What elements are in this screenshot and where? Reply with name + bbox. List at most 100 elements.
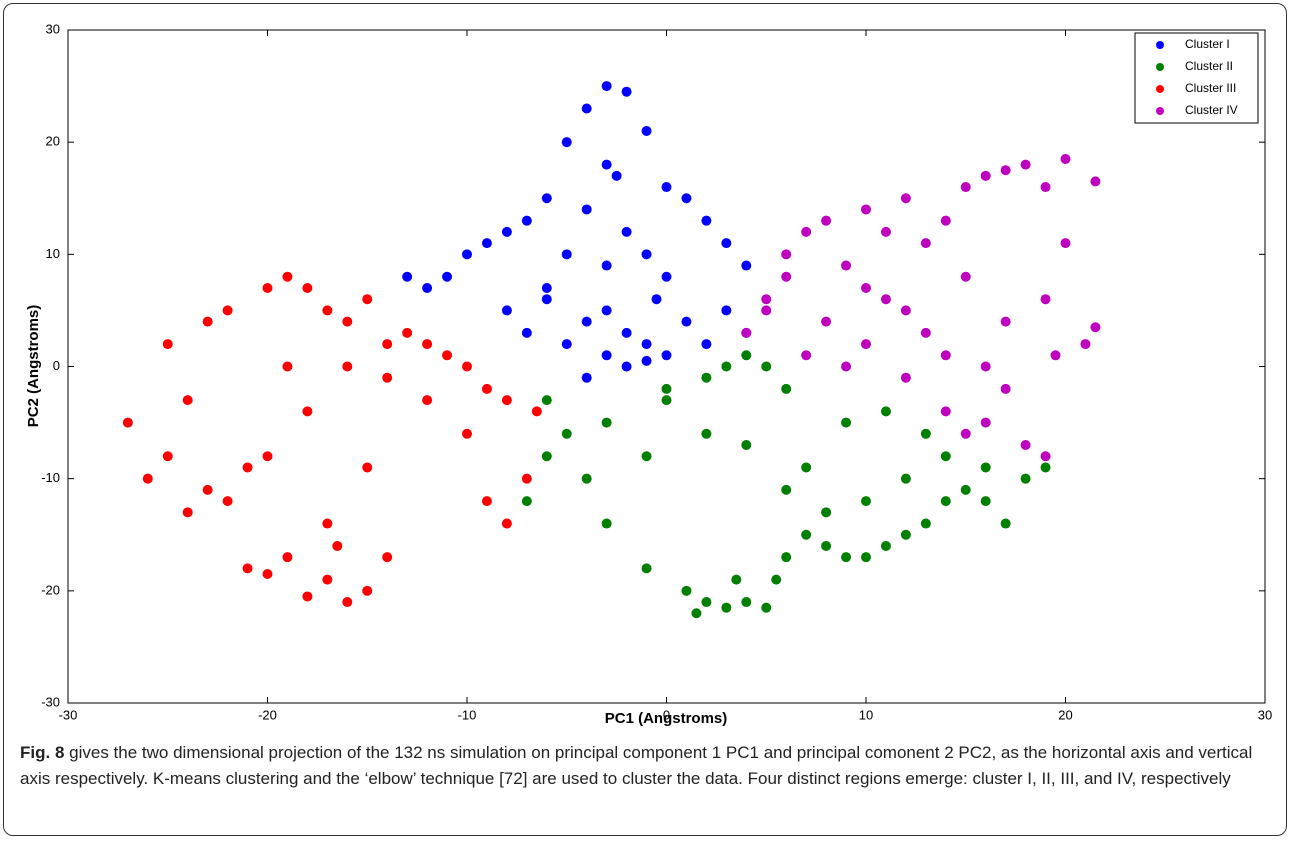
scatter-point (142, 473, 153, 484)
scatter-point (262, 451, 273, 462)
scatter-point (122, 417, 133, 428)
y-axis-label: PC2 (Angstroms) (25, 305, 42, 428)
x-tick-label: 0 (663, 707, 670, 722)
scatter-point (801, 529, 812, 540)
scatter-point (521, 327, 532, 338)
scatter-point (402, 327, 413, 338)
scatter-point (1020, 440, 1031, 451)
scatter-point (721, 361, 732, 372)
scatter-point (980, 417, 991, 428)
scatter-point (621, 361, 632, 372)
scatter-point (861, 204, 871, 215)
scatter-point (501, 305, 512, 316)
scatter-point (581, 473, 592, 484)
x-tick-label: -30 (59, 707, 78, 722)
scatter-point (841, 552, 852, 563)
scatter-point (262, 569, 273, 580)
scatter-point (1040, 451, 1051, 462)
y-tick-label: 10 (46, 246, 60, 261)
legend-box (1134, 32, 1259, 124)
scatter-point (691, 608, 702, 619)
scatter-point (1050, 350, 1061, 361)
scatter-point (781, 552, 792, 563)
scatter-point (1040, 182, 1051, 193)
y-tick-label: 0 (53, 358, 60, 373)
scatter-point (1060, 153, 1071, 164)
scatter-point (541, 294, 552, 305)
scatter-point (1000, 316, 1011, 327)
scatter-point (761, 602, 772, 613)
scatter-point (721, 305, 732, 316)
scatter-point (601, 518, 612, 529)
scatter-point (202, 484, 213, 495)
y-tick-label: -20 (41, 582, 60, 597)
scatter-point (661, 383, 672, 394)
scatter-point (402, 271, 413, 282)
scatter-point (501, 518, 512, 529)
legend-marker (1156, 41, 1164, 49)
scatter-point (362, 585, 373, 596)
legend-label: Cluster IV (1185, 103, 1238, 117)
scatter-point (940, 496, 951, 507)
scatter-point (651, 294, 662, 305)
scatter-point (1080, 339, 1091, 350)
x-tick-label: 30 (1258, 707, 1272, 722)
scatter-point (761, 294, 772, 305)
y-tick-label: 20 (46, 134, 60, 149)
scatter-point (332, 540, 343, 551)
scatter-point (282, 552, 293, 563)
caption-text: gives the two dimensional projection of … (20, 743, 1253, 788)
scatter-point (980, 496, 991, 507)
scatter-point (581, 316, 592, 327)
scatter-point (940, 406, 951, 417)
scatter-point (940, 350, 951, 361)
scatter-point (920, 428, 931, 439)
legend-marker (1156, 63, 1164, 71)
scatter-point (940, 215, 951, 226)
scatter-point (601, 305, 612, 316)
scatter-point (322, 305, 333, 316)
scatter-point (741, 260, 752, 271)
scatter-point (322, 518, 333, 529)
scatter-point (741, 350, 752, 361)
y-tick-label: -10 (41, 470, 60, 485)
caption-label: Fig. 8 (20, 743, 65, 762)
scatter-point (501, 226, 512, 237)
scatter-point (861, 552, 871, 563)
scatter-point (841, 417, 852, 428)
x-tick-label: 20 (1058, 707, 1072, 722)
scatter-point (641, 563, 652, 574)
x-axis-label: PC1 (Angstroms) (605, 710, 728, 727)
scatter-point (422, 395, 433, 406)
scatter-point (342, 597, 353, 608)
scatter-point (900, 529, 911, 540)
scatter-point (561, 428, 572, 439)
scatter-point (581, 103, 592, 114)
scatter-point (222, 305, 233, 316)
x-tick-label: -10 (458, 707, 477, 722)
scatter-point (481, 238, 492, 249)
scatter-point (681, 585, 692, 596)
scatter-point (302, 591, 313, 602)
scatter-point (761, 305, 772, 316)
scatter-point (601, 417, 612, 428)
scatter-point (920, 518, 931, 529)
scatter-point (960, 484, 971, 495)
x-tick-label: 10 (859, 707, 873, 722)
scatter-point (1000, 165, 1011, 176)
caption: Fig. 8 gives the two dimensional project… (20, 740, 1275, 792)
scatter-point (661, 350, 672, 361)
scatter-point (641, 339, 652, 350)
y-tick-label: -30 (41, 694, 60, 709)
scatter-point (342, 316, 353, 327)
scatter-point (681, 316, 692, 327)
scatter-point (162, 339, 173, 350)
scatter-point (781, 271, 792, 282)
scatter-point (701, 428, 712, 439)
scatter-point (521, 496, 532, 507)
chart: PC1 (Angstroms) PC2 (Angstroms) -30 -20 -1… (25, 21, 1272, 727)
scatter-point (1000, 518, 1011, 529)
y-tick-label: 30 (46, 21, 60, 36)
scatter-point (1090, 176, 1101, 187)
